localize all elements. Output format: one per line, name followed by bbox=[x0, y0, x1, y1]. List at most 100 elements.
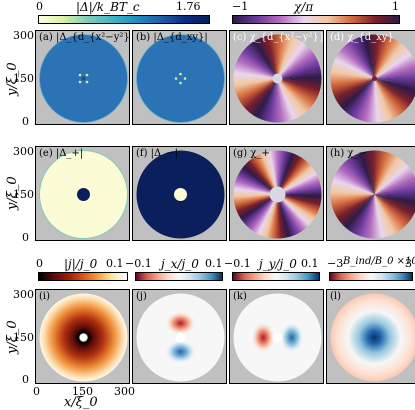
phase-wedge bbox=[374, 78, 415, 118]
phase-wedge bbox=[330, 192, 375, 196]
phase-wedge bbox=[330, 52, 375, 79]
phase-wedge bbox=[374, 34, 397, 79]
phase-wedge bbox=[233, 157, 278, 195]
phase-wedge bbox=[374, 78, 415, 112]
phase-wedge bbox=[346, 78, 375, 123]
phase-wedge bbox=[277, 150, 311, 195]
current-colorbar-min: 0 bbox=[36, 257, 43, 270]
phase-wedge bbox=[348, 78, 375, 123]
phase-wedge bbox=[277, 150, 313, 195]
phase-wedge bbox=[277, 77, 322, 81]
phase-wedge bbox=[374, 194, 415, 239]
phase-wedge bbox=[334, 150, 375, 195]
phase-wedge bbox=[330, 47, 375, 79]
phase-wedge bbox=[330, 41, 375, 79]
phase-wedge bbox=[374, 194, 415, 238]
phase-wedge bbox=[240, 78, 278, 123]
phase-wedge bbox=[336, 34, 375, 79]
phase-wedge bbox=[277, 40, 322, 79]
phase-wedge bbox=[265, 194, 278, 239]
phase-wedge bbox=[362, 194, 375, 239]
phase-wedge bbox=[277, 194, 322, 212]
phase-wedge bbox=[267, 194, 278, 239]
phase-wedge bbox=[233, 41, 278, 79]
phase-wedge bbox=[239, 34, 278, 79]
panel-a-label: (a) |Δ_{d_{x²−y²}}| bbox=[39, 32, 130, 43]
phase-wedge bbox=[277, 78, 322, 84]
phase-wedge bbox=[277, 194, 322, 205]
panel-h-label: (h) χ_− bbox=[330, 148, 367, 159]
phase-wedge bbox=[277, 34, 283, 79]
phase-wedge bbox=[374, 150, 414, 195]
phase-wedge bbox=[374, 150, 385, 195]
phase-wedge bbox=[233, 179, 278, 195]
phase-wedge bbox=[374, 194, 415, 223]
phase-wedge bbox=[374, 40, 415, 79]
phase-wedge bbox=[374, 34, 380, 79]
phase-wedge bbox=[277, 78, 322, 91]
phase-colorbar-min: −1 bbox=[232, 0, 249, 13]
phase-wedge bbox=[330, 189, 375, 195]
phase-wedge bbox=[374, 194, 415, 230]
phase-wedge bbox=[330, 68, 375, 79]
phase-wedge bbox=[255, 78, 278, 123]
field-colorbar-max: 3 bbox=[405, 257, 412, 270]
phase-wedge bbox=[233, 194, 278, 235]
phase-wedge bbox=[277, 194, 322, 221]
phase-wedge bbox=[277, 34, 302, 79]
xtick-150: 150 bbox=[72, 385, 93, 398]
ytick-150-row2: 150 bbox=[13, 188, 34, 201]
phase-wedge bbox=[277, 78, 322, 89]
phase-wedge bbox=[374, 78, 415, 116]
phase-wedge bbox=[330, 157, 375, 195]
phase-wedge bbox=[374, 150, 392, 195]
phase-wedge bbox=[330, 78, 375, 117]
phase-wedge bbox=[277, 194, 322, 223]
phase-wedge bbox=[277, 150, 315, 195]
phase-wedge bbox=[330, 182, 375, 195]
xtick-300: 300 bbox=[114, 385, 135, 398]
phase-wedge bbox=[374, 78, 415, 120]
panel-j: (j) bbox=[132, 289, 227, 384]
phase-wedge bbox=[374, 78, 415, 94]
jx-colorbar-max: 0.1 bbox=[205, 257, 223, 270]
phase-wedge bbox=[233, 63, 278, 79]
ytick-0-row3: 0 bbox=[22, 373, 29, 386]
phase-wedge bbox=[359, 78, 375, 123]
phase-wedge bbox=[374, 194, 415, 232]
phase-wedge bbox=[330, 45, 375, 79]
phase-wedge bbox=[246, 78, 278, 123]
phase-wedge bbox=[374, 34, 403, 79]
phase-wedge bbox=[330, 184, 375, 195]
phase-wedge bbox=[233, 66, 278, 79]
phase-wedge bbox=[277, 194, 322, 230]
phase-wedge bbox=[374, 34, 401, 79]
phase-wedge bbox=[373, 34, 377, 79]
field-colorbar bbox=[329, 272, 413, 281]
phase-wedge bbox=[277, 34, 288, 79]
phase-wedge bbox=[364, 194, 375, 239]
phase-wedge bbox=[374, 152, 415, 195]
phase-wedge bbox=[374, 77, 415, 81]
phase-wedge bbox=[330, 78, 375, 119]
phase-wedge bbox=[241, 150, 278, 195]
phase-wedge bbox=[249, 194, 278, 239]
phase-wedge bbox=[233, 163, 278, 195]
phase-wedge bbox=[233, 52, 278, 79]
phase-wedge bbox=[233, 155, 278, 195]
phase-wedge bbox=[374, 194, 415, 236]
phase-wedge bbox=[352, 194, 375, 239]
phase-wedge bbox=[233, 177, 278, 195]
phase-wedge bbox=[330, 63, 375, 79]
phase-wedge bbox=[255, 194, 278, 239]
phase-wedge bbox=[374, 156, 415, 195]
phase-wedge bbox=[336, 150, 375, 195]
phase-wedge bbox=[341, 194, 375, 239]
phase-wedge bbox=[374, 34, 415, 79]
phase-wedge bbox=[330, 172, 375, 195]
phase-wedge bbox=[330, 50, 375, 79]
phase-wedge bbox=[335, 78, 375, 123]
phase-wedge bbox=[374, 194, 415, 239]
panel-b-label: (b) |Δ_{d_xy}| bbox=[136, 32, 208, 43]
